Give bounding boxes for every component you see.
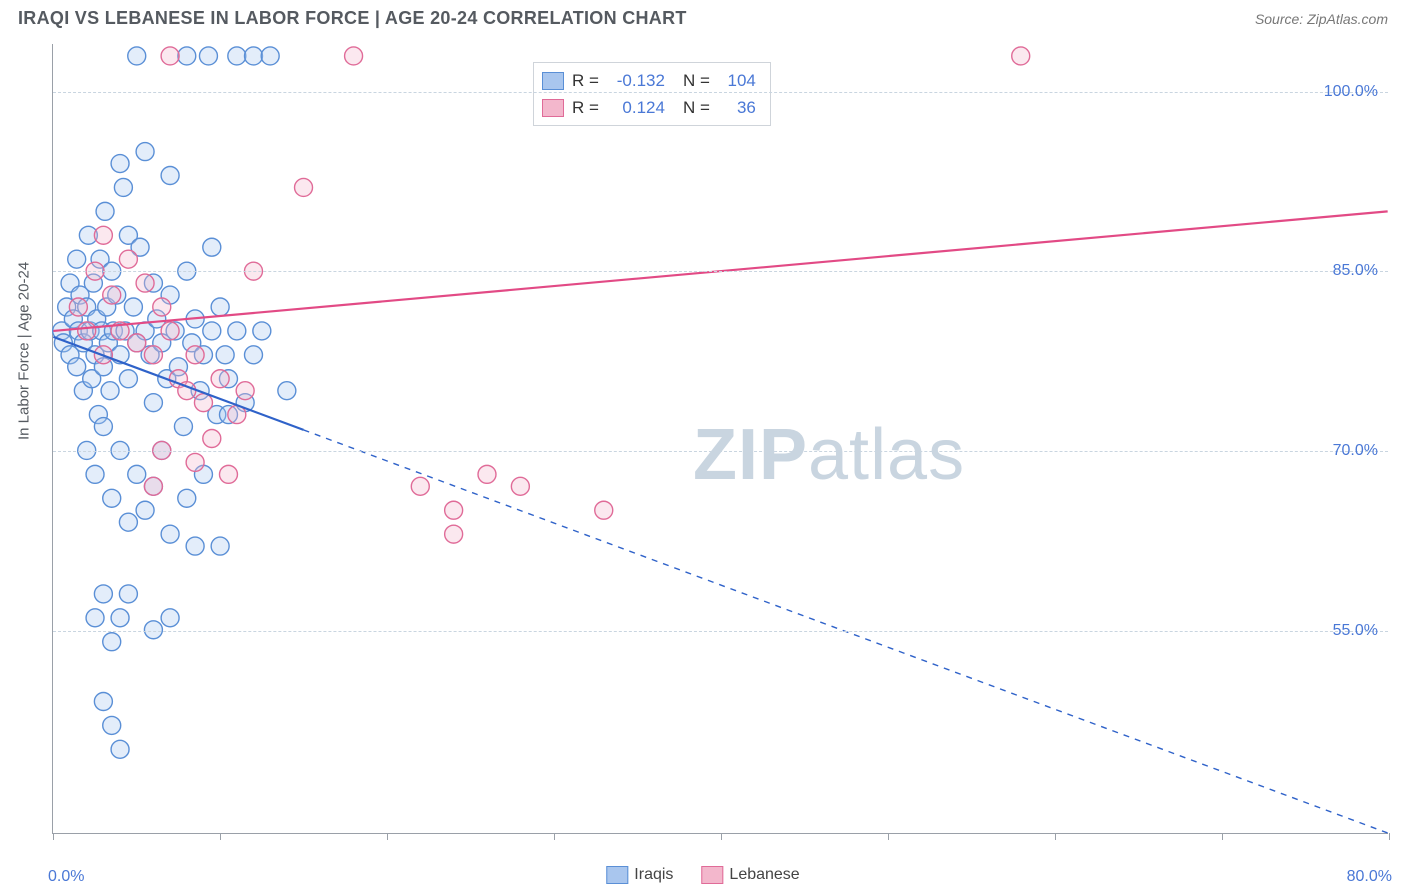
swatch-lebanese-icon: [701, 866, 723, 884]
corr-row-lebanese: R = 0.124 N = 36: [542, 94, 756, 121]
legend-label-iraqis: Iraqis: [634, 866, 673, 883]
source-label: Source: ZipAtlas.com: [1255, 11, 1388, 27]
series-legend: Iraqis Lebanese: [606, 866, 799, 884]
plot-area: R = -0.132 N = 104 R = 0.124 N = 36 ZIPa…: [52, 44, 1388, 834]
r-label: R =: [572, 94, 599, 121]
r-value-iraqis: -0.132: [609, 67, 665, 94]
swatch-lebanese: [542, 99, 564, 117]
n-label: N =: [683, 94, 710, 121]
swatch-iraqis: [542, 72, 564, 90]
y-tick-label: 100.0%: [1324, 83, 1378, 101]
y-tick-label: 70.0%: [1333, 442, 1378, 460]
legend-item-iraqis: Iraqis: [606, 866, 673, 884]
legend-label-lebanese: Lebanese: [729, 866, 799, 883]
n-value-lebanese: 36: [720, 94, 756, 121]
y-tick-label: 55.0%: [1333, 622, 1378, 640]
y-tick-label: 85.0%: [1333, 262, 1378, 280]
legend-item-lebanese: Lebanese: [701, 866, 799, 884]
y-axis-label: In Labor Force | Age 20-24: [16, 262, 33, 440]
r-value-lebanese: 0.124: [609, 94, 665, 121]
corr-row-iraqis: R = -0.132 N = 104: [542, 67, 756, 94]
x-tick-label: 80.0%: [1347, 868, 1392, 886]
header: IRAQI VS LEBANESE IN LABOR FORCE | AGE 2…: [0, 0, 1406, 33]
r-label: R =: [572, 67, 599, 94]
chart-container: IRAQI VS LEBANESE IN LABOR FORCE | AGE 2…: [0, 0, 1406, 892]
x-tick-label: 0.0%: [48, 868, 84, 886]
chart-title: IRAQI VS LEBANESE IN LABOR FORCE | AGE 2…: [18, 8, 687, 29]
n-label: N =: [683, 67, 710, 94]
plot-svg: [53, 44, 1388, 833]
swatch-iraqis-icon: [606, 866, 628, 884]
n-value-iraqis: 104: [720, 67, 756, 94]
correlation-legend: R = -0.132 N = 104 R = 0.124 N = 36: [533, 62, 771, 126]
